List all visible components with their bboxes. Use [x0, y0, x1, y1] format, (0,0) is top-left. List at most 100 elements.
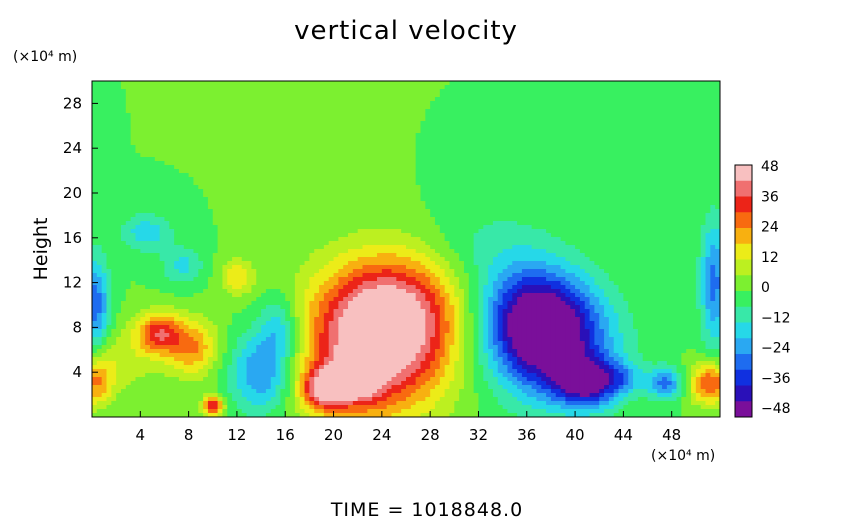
heat-cell	[367, 217, 373, 222]
heat-cell	[415, 217, 421, 222]
heat-cell	[159, 213, 165, 218]
heat-cell	[623, 169, 629, 174]
heat-cell	[348, 149, 354, 154]
heat-cell	[149, 105, 156, 110]
heat-cell	[497, 177, 504, 182]
heat-cell	[120, 185, 127, 190]
heat-cell	[478, 133, 484, 138]
heat-cell	[521, 217, 528, 222]
heat-cell	[662, 125, 668, 130]
heat-cell	[338, 125, 344, 130]
heat-cell	[92, 89, 98, 94]
heat-cell	[430, 121, 436, 126]
heat-cell	[294, 101, 301, 106]
heat-cell	[149, 93, 156, 98]
heat-cell	[478, 113, 484, 118]
heat-cell	[657, 185, 663, 190]
heat-cell	[637, 133, 644, 138]
heat-cell	[241, 185, 247, 190]
heat-cell	[710, 169, 716, 174]
heat-cell	[212, 101, 218, 106]
heat-cell	[521, 157, 528, 162]
heat-cell	[149, 161, 156, 166]
heat-cell	[584, 141, 590, 146]
heat-cell	[579, 101, 586, 106]
heat-cell	[502, 217, 508, 222]
heat-cell	[381, 105, 388, 110]
heat-cell	[473, 89, 479, 94]
heat-cell	[594, 229, 600, 234]
heat-cell	[328, 145, 334, 150]
heat-cell	[560, 229, 566, 234]
heat-cell	[348, 217, 354, 222]
heat-cell	[174, 161, 180, 166]
heat-cell	[594, 141, 600, 146]
heat-cell	[594, 153, 600, 158]
heat-cell	[120, 229, 127, 234]
heat-cell	[652, 153, 658, 158]
heat-cell	[304, 221, 310, 226]
heat-cell	[116, 225, 122, 230]
heat-cell	[657, 205, 663, 210]
heat-cell	[377, 149, 383, 154]
heat-cell	[642, 133, 648, 138]
heat-cell	[589, 197, 595, 202]
heat-cell	[241, 229, 247, 234]
heat-cell	[120, 117, 127, 122]
heat-cell	[662, 225, 668, 230]
heat-cell	[628, 97, 634, 102]
heat-cell	[604, 89, 610, 94]
heat-cell	[290, 145, 296, 150]
heat-cell	[454, 165, 460, 170]
heat-cell	[671, 81, 677, 86]
heat-cell	[434, 173, 441, 178]
heat-cell	[92, 185, 98, 190]
heat-cell	[628, 181, 634, 186]
heat-cell	[613, 89, 619, 94]
heat-cell	[633, 209, 639, 214]
heat-cell	[536, 81, 542, 86]
heat-cell	[222, 165, 228, 170]
heat-cell	[140, 197, 146, 202]
heat-cell	[449, 221, 455, 226]
heat-cell	[111, 133, 117, 138]
heat-cell	[381, 165, 388, 170]
heat-cell	[700, 201, 706, 206]
heat-cell	[178, 89, 185, 94]
heat-cell	[594, 209, 600, 214]
heat-cell	[531, 181, 537, 186]
heat-cell	[647, 105, 653, 110]
heat-cell	[111, 229, 117, 234]
heat-cell	[415, 101, 421, 106]
heat-cell	[367, 89, 373, 94]
heat-cell	[695, 141, 702, 146]
heat-cell	[599, 97, 605, 102]
heat-cell	[662, 141, 668, 146]
heat-cell	[207, 93, 214, 98]
heat-cell	[444, 149, 450, 154]
heat-cell	[676, 121, 682, 126]
heat-cell	[459, 145, 465, 150]
heat-cell	[695, 173, 702, 178]
heat-cell	[270, 89, 276, 94]
heat-cell	[507, 157, 513, 162]
heat-cell	[604, 197, 610, 202]
heat-cell	[497, 125, 504, 130]
heat-cell	[546, 89, 552, 94]
heat-cell	[492, 129, 499, 134]
heat-cell	[705, 157, 711, 162]
heat-cell	[227, 145, 233, 150]
heat-cell	[111, 193, 117, 198]
heat-cell	[265, 153, 272, 158]
heat-cell	[618, 137, 624, 142]
heat-cell	[111, 141, 117, 146]
heat-cell	[473, 189, 479, 194]
heat-cell	[323, 225, 330, 230]
heat-cell	[492, 141, 499, 146]
heat-cell	[633, 217, 639, 222]
heat-cell	[154, 205, 161, 210]
heat-cell	[618, 185, 624, 190]
heat-cell	[178, 229, 185, 234]
heat-cell	[459, 173, 465, 178]
heat-cell	[111, 165, 117, 170]
